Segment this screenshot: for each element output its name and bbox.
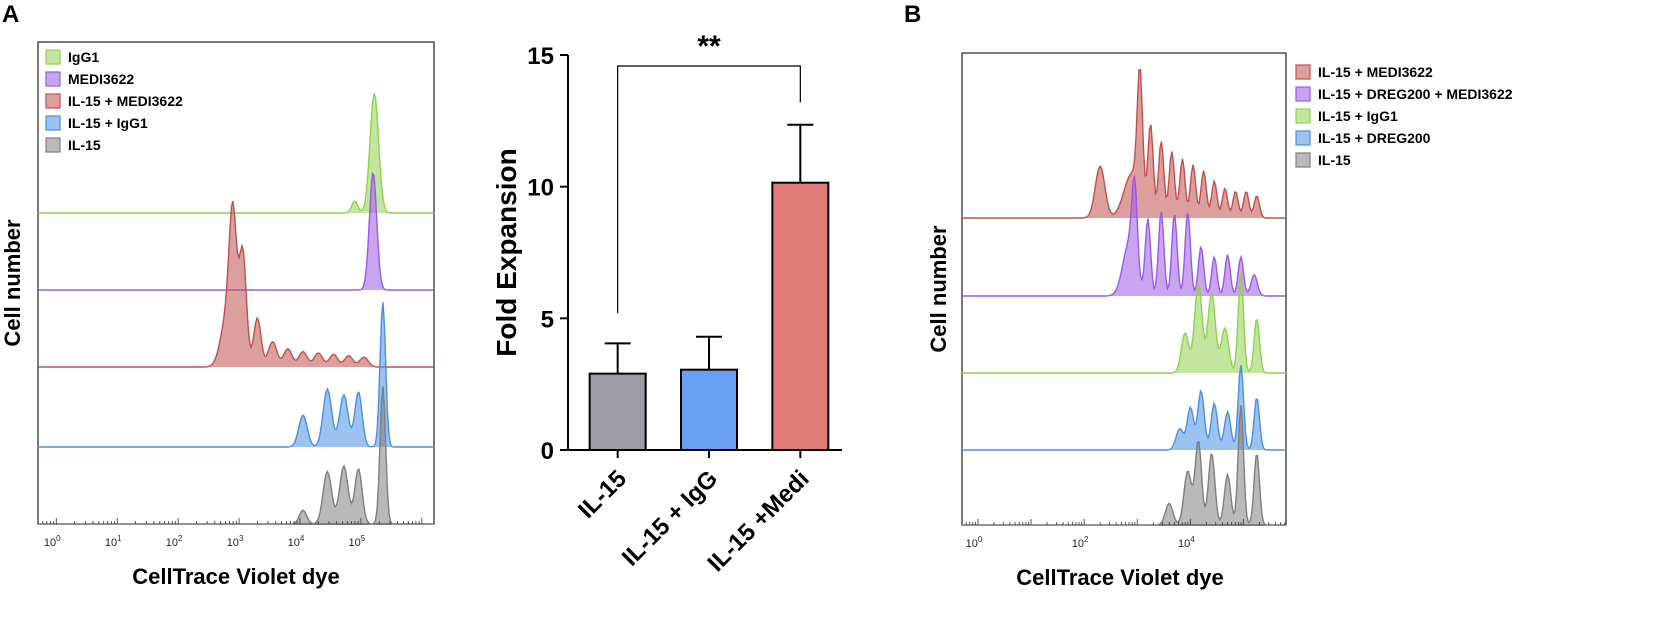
bar-1 — [680, 368, 738, 451]
tick-base: 10 — [44, 537, 56, 549]
histogram-fill-3 — [962, 365, 1286, 450]
histogram-line-1 — [962, 175, 1286, 297]
y-axis-label: Cell number — [0, 219, 25, 347]
legend-swatch-4 — [1295, 152, 1311, 168]
legend-swatch-1 — [1295, 86, 1311, 102]
x-tick-label-1: 101 — [105, 534, 122, 549]
legend: IgG1 MEDI3622 IL-15 + MEDI3622 IL-15 + IgG1… — [45, 49, 183, 153]
legend-swatch-1 — [45, 71, 61, 87]
histogram-line-2 — [962, 273, 1286, 374]
category-label-0: IL-15 — [573, 465, 632, 524]
legend-label-0: IgG1 — [68, 49, 99, 65]
legend-label-1: IL-15 + DREG200 + MEDI3622 — [1318, 86, 1513, 102]
histogram-fill-1 — [962, 175, 1286, 296]
y-axis-label: Cell number — [926, 225, 951, 353]
histogram-fill-4 — [962, 405, 1286, 525]
tick-base: 10 — [349, 537, 361, 549]
legend-label-0: IL-15 + MEDI3622 — [1318, 64, 1433, 80]
tick-base: 10 — [166, 537, 178, 549]
legend-label-2: IL-15 + MEDI3622 — [68, 93, 183, 109]
tick-exponent: 4 — [300, 534, 305, 543]
histogram-fill-2 — [38, 201, 434, 367]
x-axis-label: CellTrace Violet dye — [1016, 565, 1223, 590]
tick-base: 10 — [1178, 538, 1190, 550]
tick-exponent: 4 — [1190, 535, 1195, 544]
tick-exponent: 3 — [239, 534, 244, 543]
legend-swatch-0 — [1295, 64, 1311, 80]
histogram-line-4 — [38, 386, 434, 525]
y-tick-label-1: 5 — [541, 306, 554, 333]
tick-exponent: 0 — [978, 535, 983, 544]
x-tick-label-5: 105 — [349, 534, 366, 549]
panel-letter: B — [904, 1, 921, 28]
histogram-line-3 — [962, 364, 1286, 451]
tick-base: 10 — [288, 537, 300, 549]
x-tick-label-2: 102 — [166, 534, 183, 549]
histogram-line-0 — [38, 93, 434, 214]
legend-swatch-3 — [1295, 130, 1311, 146]
legend-swatch-2 — [1295, 108, 1311, 124]
x-tick-label-0: 100 — [44, 534, 61, 549]
legend: IL-15 + MEDI3622 IL-15 + DREG200 + MEDI36… — [1295, 64, 1513, 168]
significance-bracket — [617, 65, 801, 314]
legend-label-3: IL-15 + IgG1 — [68, 115, 148, 131]
y-axis-label: Fold Expansion — [491, 148, 522, 356]
legend-swatch-2 — [45, 93, 61, 109]
tick-exponent: 0 — [56, 534, 61, 543]
histogram-line-3 — [38, 302, 434, 448]
y-tick-label-2: 10 — [527, 175, 554, 202]
x-tick-label-1: 102 — [1072, 535, 1089, 550]
legend-swatch-0 — [45, 49, 61, 65]
legend-label-1: MEDI3622 — [68, 71, 134, 87]
histogram-line-0 — [962, 68, 1286, 219]
legend-label-4: IL-15 — [68, 137, 101, 153]
x-axis-label: CellTrace Violet dye — [132, 564, 339, 589]
x-tick-label-2: 104 — [1178, 535, 1195, 550]
legend-label-4: IL-15 — [1318, 152, 1351, 168]
y-tick-label-0: 0 — [541, 438, 554, 465]
x-tick-label-4: 104 — [288, 534, 305, 549]
tick-exponent: 2 — [1084, 535, 1089, 544]
y-tick-label-3: 15 — [527, 43, 554, 70]
panel-letter: A — [2, 1, 19, 28]
tick-base: 10 — [1072, 538, 1084, 550]
tick-exponent: 2 — [178, 534, 183, 543]
histogram-fill-4 — [38, 386, 434, 524]
histogram-line-2 — [38, 200, 434, 368]
bar-0 — [588, 372, 647, 451]
tick-exponent: 5 — [361, 534, 366, 543]
x-tick-label-3: 103 — [227, 534, 244, 549]
tick-base: 10 — [105, 537, 117, 549]
bar-2 — [771, 181, 830, 451]
histogram-fill-2 — [962, 273, 1286, 373]
histogram-line-4 — [962, 405, 1286, 526]
tick-base: 10 — [966, 538, 978, 550]
tick-base: 10 — [227, 537, 239, 549]
legend-label-3: IL-15 + DREG200 — [1318, 130, 1431, 146]
significance-label: ** — [697, 30, 721, 63]
legend-swatch-3 — [45, 115, 61, 131]
x-tick-label-0: 100 — [966, 535, 983, 550]
legend-label-2: IL-15 + IgG1 — [1318, 108, 1398, 124]
legend-swatch-4 — [45, 137, 61, 153]
tick-exponent: 1 — [117, 534, 122, 543]
